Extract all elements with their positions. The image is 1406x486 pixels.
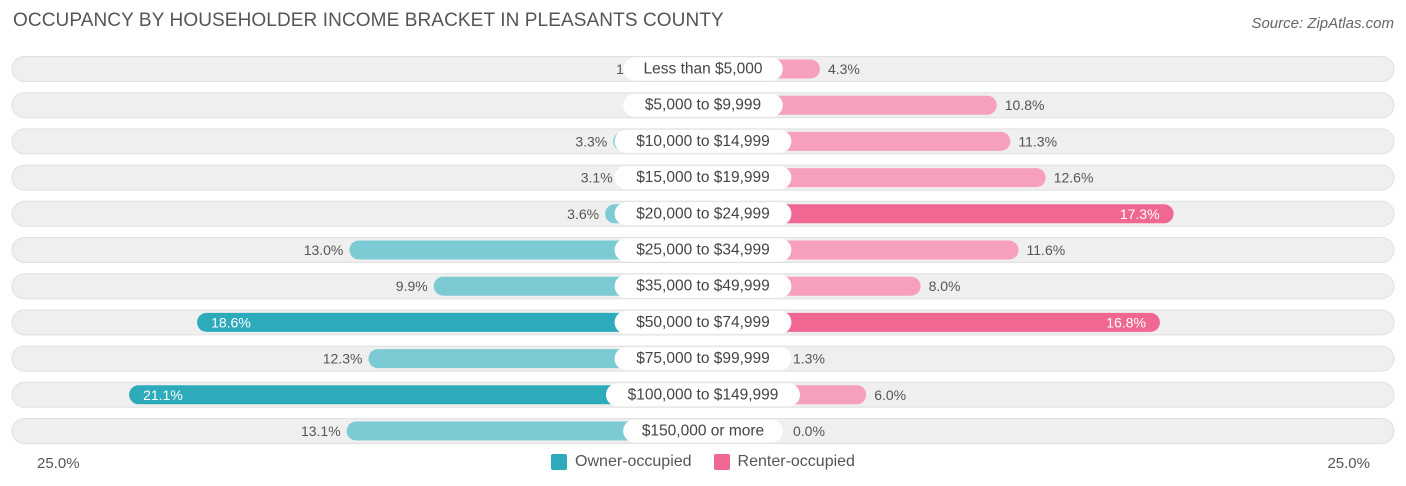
renter-value-label: 1.3% (793, 351, 825, 367)
category-pill (614, 274, 792, 298)
owner-value-label: 13.1% (301, 423, 341, 439)
category-label: $35,000 to $49,999 (636, 278, 770, 295)
category-pill (614, 129, 792, 153)
category-label: $10,000 to $14,999 (636, 133, 770, 150)
category-label: Less than $5,000 (644, 61, 763, 78)
renter-value-label: 16.8% (1106, 314, 1146, 330)
category-pill (606, 383, 800, 407)
legend-owner-label: Owner-occupied (575, 453, 692, 470)
owner-value-label: 9.9% (396, 278, 428, 294)
renter-value-label: 8.0% (929, 278, 961, 294)
renter-bar (693, 204, 1174, 224)
chart-title: OCCUPANCY BY HOUSEHOLDER INCOME BRACKET … (13, 10, 724, 31)
category-label: $20,000 to $24,999 (636, 205, 770, 222)
legend-item-renter: Renter-occupied (713, 453, 855, 471)
renter-value-label: 12.6% (1054, 170, 1094, 186)
chart-area: 1.8%4.3%Less than $5,0000.43%10.8%$5,000… (11, 56, 1395, 444)
renter-value-label: 4.3% (828, 61, 860, 77)
renter-value-label: 11.6% (1027, 242, 1066, 258)
owner-value-label: 3.6% (567, 206, 599, 222)
category-label: $75,000 to $99,999 (636, 350, 770, 367)
owner-bar (346, 421, 713, 441)
owner-value-label: 13.0% (304, 242, 344, 258)
category-label: $150,000 or more (642, 423, 764, 440)
renter-swatch (713, 454, 730, 470)
category-pill (614, 238, 792, 262)
category-pill (623, 419, 783, 443)
owner-bar (197, 312, 713, 332)
renter-bar (693, 312, 1160, 332)
axis-right-label: 25.0% (1327, 455, 1370, 472)
owner-value-label: 3.3% (575, 133, 607, 149)
renter-value-label: 17.3% (1120, 206, 1160, 222)
renter-value-label: 11.3% (1018, 133, 1057, 149)
axis-left-label: 25.0% (37, 455, 80, 472)
owner-swatch (551, 454, 568, 470)
category-pill (614, 310, 792, 334)
renter-value-label: 10.8% (1005, 97, 1045, 113)
legend-item-owner: Owner-occupied (551, 453, 692, 471)
owner-bar (129, 385, 713, 405)
category-pill (614, 347, 792, 371)
category-pill (614, 166, 792, 190)
source-label: Source: ZipAtlas.com (1251, 15, 1394, 32)
category-label: $5,000 to $9,999 (645, 97, 761, 114)
owner-value-label: 18.6% (211, 314, 251, 330)
category-label: $15,000 to $19,999 (636, 169, 770, 186)
category-label: $25,000 to $34,999 (636, 242, 770, 259)
category-pill (614, 202, 792, 226)
category-pill (623, 57, 783, 81)
category-pill (623, 93, 783, 117)
category-label: $100,000 to $149,999 (628, 386, 779, 403)
owner-value-label: 12.3% (323, 351, 363, 367)
renter-value-label: 0.0% (793, 423, 825, 439)
owner-value-label: 21.1% (143, 387, 183, 403)
legend: Owner-occupied Renter-occupied (0, 453, 1406, 471)
category-label: $50,000 to $74,999 (636, 314, 770, 331)
legend-renter-label: Renter-occupied (737, 453, 855, 470)
renter-value-label: 6.0% (874, 387, 906, 403)
owner-value-label: 3.1% (581, 170, 613, 186)
